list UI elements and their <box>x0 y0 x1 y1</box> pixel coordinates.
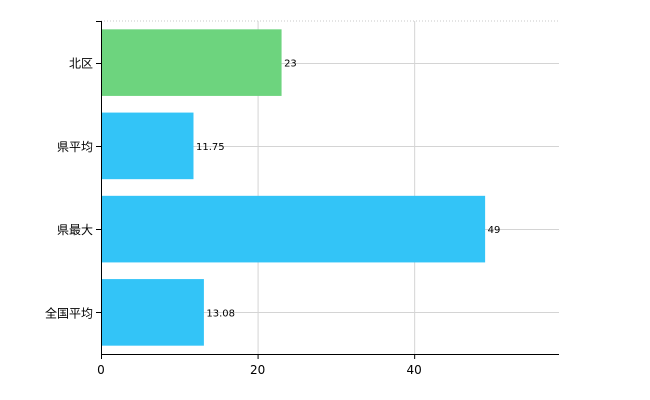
x-tick-label: 40 <box>407 363 422 377</box>
x-tick-label: 0 <box>97 363 105 377</box>
bar <box>101 195 486 263</box>
data-label: 11.75 <box>196 142 225 153</box>
x-tick-label: 20 <box>250 363 265 377</box>
bar <box>101 112 194 180</box>
data-label: 49 <box>488 225 501 236</box>
category-label: 北区 <box>69 57 93 71</box>
bars <box>101 29 486 346</box>
bar <box>101 29 282 96</box>
data-label: 23 <box>284 59 297 70</box>
bar <box>101 279 204 346</box>
data-label: 13.08 <box>206 308 235 319</box>
category-label: 県最大 <box>57 223 93 237</box>
category-label: 全国平均 <box>45 305 93 320</box>
axes <box>96 21 559 359</box>
category-label: 県平均 <box>57 140 93 154</box>
